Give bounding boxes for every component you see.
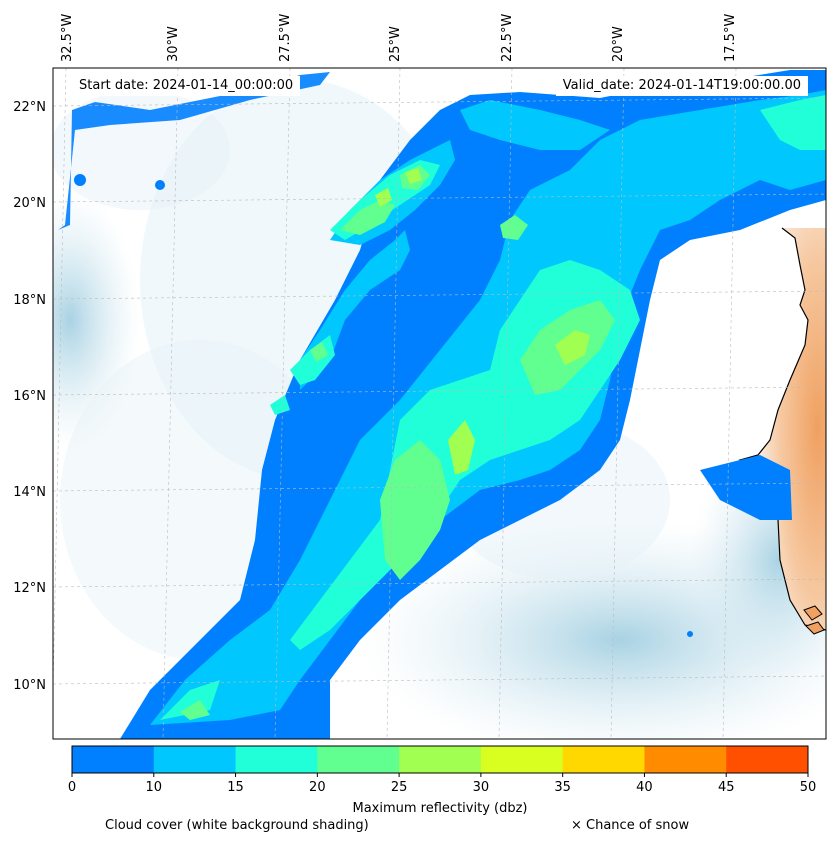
lat-label: 12°N [13, 581, 46, 596]
colorbar-title: Maximum reflectivity (dbz) [352, 801, 528, 816]
colorbar-segment [399, 746, 482, 773]
valid-date-label: Valid_date: 2024-01-14T19:00:00.00 [555, 76, 808, 96]
colorbar-tick-label: 0 [67, 780, 77, 795]
colorbar-segment [562, 746, 645, 773]
latitude-tick-labels: 22°N 20°N 18°N 16°N 14°N 12°N 10°N [13, 100, 46, 693]
colorbar-tick-label: 25 [390, 780, 408, 795]
colorbar-tick-label: 30 [472, 780, 490, 795]
lon-label: 27.5°W [278, 14, 293, 62]
lon-label: 25°W [388, 26, 403, 62]
snow-legend-note: × Chance of snow [571, 818, 690, 833]
colorbar-tick-label: 20 [309, 780, 326, 795]
colorbar-segment [726, 746, 809, 773]
colorbar-segment [153, 746, 237, 773]
reflectivity-25-30 [375, 168, 590, 475]
colorbar-tick-label: 35 [554, 780, 571, 795]
colorbar-border [71, 745, 809, 774]
colorbar-tick-label: 15 [227, 780, 244, 795]
colorbar-tick-label: 40 [636, 780, 653, 795]
lat-label: 18°N [13, 293, 46, 308]
lon-label: 22.5°W [500, 14, 515, 62]
lon-label: 20°W [611, 26, 626, 62]
graticule [53, 68, 826, 739]
lat-label: 10°N [13, 678, 46, 693]
colorbar-segment [317, 746, 400, 773]
colorbar [71, 745, 809, 777]
start-date-label: Start date: 2024-01-14_00:00:00 [72, 76, 301, 96]
colorbar-tick-label: 45 [717, 780, 735, 795]
colorbar-segment [644, 746, 727, 773]
lat-label: 14°N [13, 485, 46, 500]
colorbar-segment [480, 746, 564, 773]
lat-label: 20°N [13, 196, 46, 211]
lat-label: 16°N [13, 389, 46, 404]
lon-label: 17.5°W [723, 14, 738, 62]
lon-label: 32.5°W [60, 14, 75, 62]
cloud-cover-note: Cloud cover (white background shading) [105, 818, 369, 833]
lat-label: 22°N [13, 100, 46, 115]
colorbar-segment [72, 746, 155, 773]
longitude-tick-labels: 32.5°W 30°W 27.5°W 25°W 22.5°W 20°W 17.5… [60, 14, 738, 62]
colorbar-tick-label: 10 [145, 780, 163, 795]
land-area [738, 227, 826, 635]
lon-label: 30°W [166, 26, 181, 62]
colorbar-tick-label: 50 [799, 780, 817, 795]
colorbar-segment [235, 746, 318, 773]
